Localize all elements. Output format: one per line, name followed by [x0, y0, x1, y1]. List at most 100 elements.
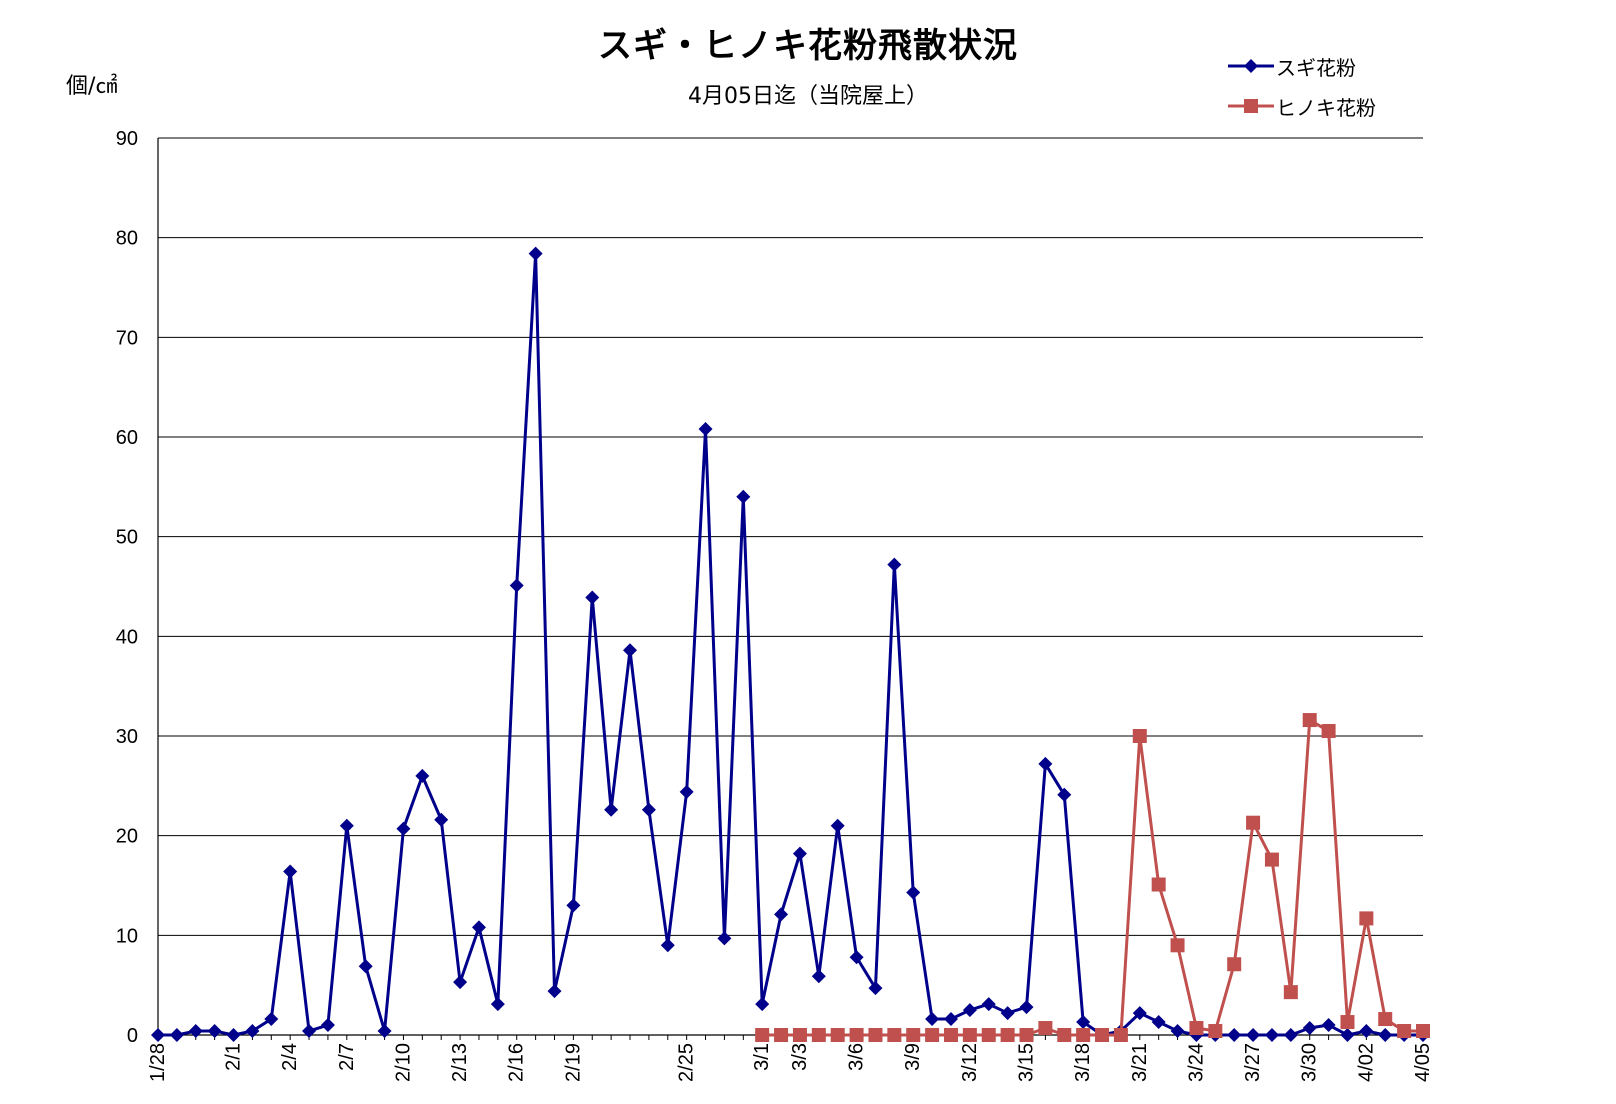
- data-point-sugi: [396, 821, 411, 836]
- data-point-sugi: [717, 931, 732, 946]
- data-point-hinoki: [1416, 1024, 1430, 1039]
- data-point-sugi: [358, 959, 373, 974]
- data-point-sugi: [1227, 1028, 1242, 1042]
- legend-marker-hinoki: [1228, 99, 1274, 113]
- data-point-hinoki: [1283, 985, 1298, 1000]
- data-point-sugi: [1038, 756, 1053, 771]
- data-point-sugi: [887, 557, 902, 572]
- data-point-hinoki: [792, 1028, 807, 1042]
- data-point-sugi: [226, 1028, 241, 1042]
- data-point-hinoki: [1095, 1028, 1110, 1042]
- chart-title: スギ・ヒノキ花粉飛散状況: [598, 26, 1018, 66]
- data-point-hinoki: [1113, 1028, 1128, 1042]
- data-point-sugi: [207, 1024, 222, 1039]
- data-point-hinoki: [1378, 1012, 1393, 1027]
- data-point-sugi: [245, 1024, 260, 1039]
- data-point-sugi: [1340, 1028, 1355, 1042]
- legend-item-hinoki: ヒノキ花粉: [1228, 86, 1376, 126]
- data-point-hinoki: [1340, 1015, 1355, 1030]
- data-point-sugi: [169, 1028, 184, 1042]
- y-tick-label: 90: [116, 128, 138, 150]
- x-tick-label: 2/25: [676, 1043, 698, 1082]
- data-point-hinoki: [755, 1028, 770, 1042]
- data-point-hinoki: [1302, 713, 1317, 728]
- data-point-sugi: [962, 1003, 977, 1018]
- data-point-sugi: [1264, 1028, 1279, 1042]
- data-point-sugi: [830, 818, 845, 833]
- data-point-hinoki: [849, 1028, 864, 1042]
- x-tick-label: 2/19: [562, 1043, 584, 1082]
- data-point-sugi: [1378, 1028, 1393, 1042]
- data-point-sugi: [755, 997, 770, 1012]
- data-point-hinoki: [943, 1028, 958, 1042]
- data-point-sugi: [623, 643, 638, 658]
- data-point-sugi: [151, 1028, 165, 1042]
- x-tick-label: 3/18: [1072, 1043, 1094, 1082]
- data-point-hinoki: [830, 1028, 845, 1042]
- data-point-sugi: [377, 1024, 392, 1039]
- data-point-sugi: [604, 802, 619, 817]
- data-point-sugi: [868, 981, 883, 996]
- x-tick-label: 2/10: [392, 1043, 414, 1082]
- data-point-hinoki: [1038, 1021, 1053, 1036]
- x-tick-label: 3/12: [959, 1043, 981, 1082]
- data-point-sugi: [1283, 1028, 1298, 1042]
- x-tick-label: 3/9: [902, 1043, 924, 1071]
- x-tick-label: 3/6: [846, 1043, 868, 1071]
- data-point-sugi: [471, 920, 486, 935]
- x-tick-label: 3/21: [1129, 1043, 1151, 1082]
- data-point-hinoki: [1076, 1028, 1091, 1042]
- x-tick-label: 3/24: [1185, 1043, 1207, 1082]
- data-point-sugi: [736, 489, 751, 504]
- y-tick-label: 10: [116, 925, 138, 947]
- data-point-sugi: [547, 984, 562, 999]
- x-tick-label: 2/13: [449, 1043, 471, 1082]
- series-line-hinoki: [762, 718, 1423, 1037]
- x-tick-label: 1/28: [147, 1043, 169, 1082]
- y-tick-label: 80: [116, 228, 138, 250]
- data-point-sugi: [264, 1012, 279, 1027]
- data-point-sugi: [849, 950, 864, 965]
- data-point-hinoki: [868, 1028, 883, 1042]
- data-point-hinoki: [1321, 724, 1336, 739]
- data-point-sugi: [906, 885, 921, 900]
- x-tick-label: 2/16: [506, 1043, 528, 1082]
- data-point-sugi: [415, 768, 430, 783]
- data-point-sugi: [528, 246, 543, 261]
- data-point-sugi: [679, 784, 694, 799]
- data-point-sugi: [1359, 1024, 1374, 1039]
- data-point-hinoki: [1397, 1024, 1412, 1039]
- data-point-sugi: [792, 846, 807, 861]
- y-axis-unit-label: 個/㎠: [66, 74, 118, 99]
- data-point-sugi: [188, 1024, 203, 1039]
- data-point-sugi: [453, 975, 468, 990]
- data-point-hinoki: [887, 1028, 902, 1042]
- x-tick-label: 4/05: [1412, 1043, 1434, 1082]
- data-point-sugi: [811, 969, 826, 984]
- data-point-hinoki: [1019, 1028, 1034, 1042]
- series-line-sugi: [158, 252, 1423, 1037]
- data-point-hinoki: [1227, 957, 1242, 972]
- y-tick-label: 40: [116, 626, 138, 648]
- y-tick-label: 0: [127, 1025, 138, 1047]
- x-tick-label: 4/02: [1355, 1043, 1377, 1082]
- legend-marker-sugi: [1228, 59, 1274, 73]
- data-point-sugi: [1057, 787, 1072, 802]
- data-point-sugi: [1170, 1024, 1185, 1039]
- data-point-hinoki: [811, 1028, 826, 1042]
- data-point-hinoki: [981, 1028, 996, 1042]
- data-point-sugi: [302, 1024, 317, 1039]
- x-tick-label: 2/1: [223, 1043, 245, 1071]
- data-point-sugi: [1132, 1006, 1147, 1021]
- y-tick-label: 20: [116, 826, 138, 848]
- data-point-hinoki: [1057, 1028, 1072, 1042]
- data-point-sugi: [490, 997, 505, 1012]
- data-point-sugi: [660, 938, 675, 953]
- data-point-sugi: [1151, 1015, 1166, 1030]
- data-point-hinoki: [1170, 938, 1185, 953]
- x-tick-label: 2/4: [279, 1043, 301, 1071]
- data-point-hinoki: [962, 1028, 977, 1042]
- data-point-sugi: [434, 812, 449, 827]
- legend: スギ花粉 ヒノキ花粉: [1228, 46, 1376, 126]
- data-point-sugi: [641, 802, 656, 817]
